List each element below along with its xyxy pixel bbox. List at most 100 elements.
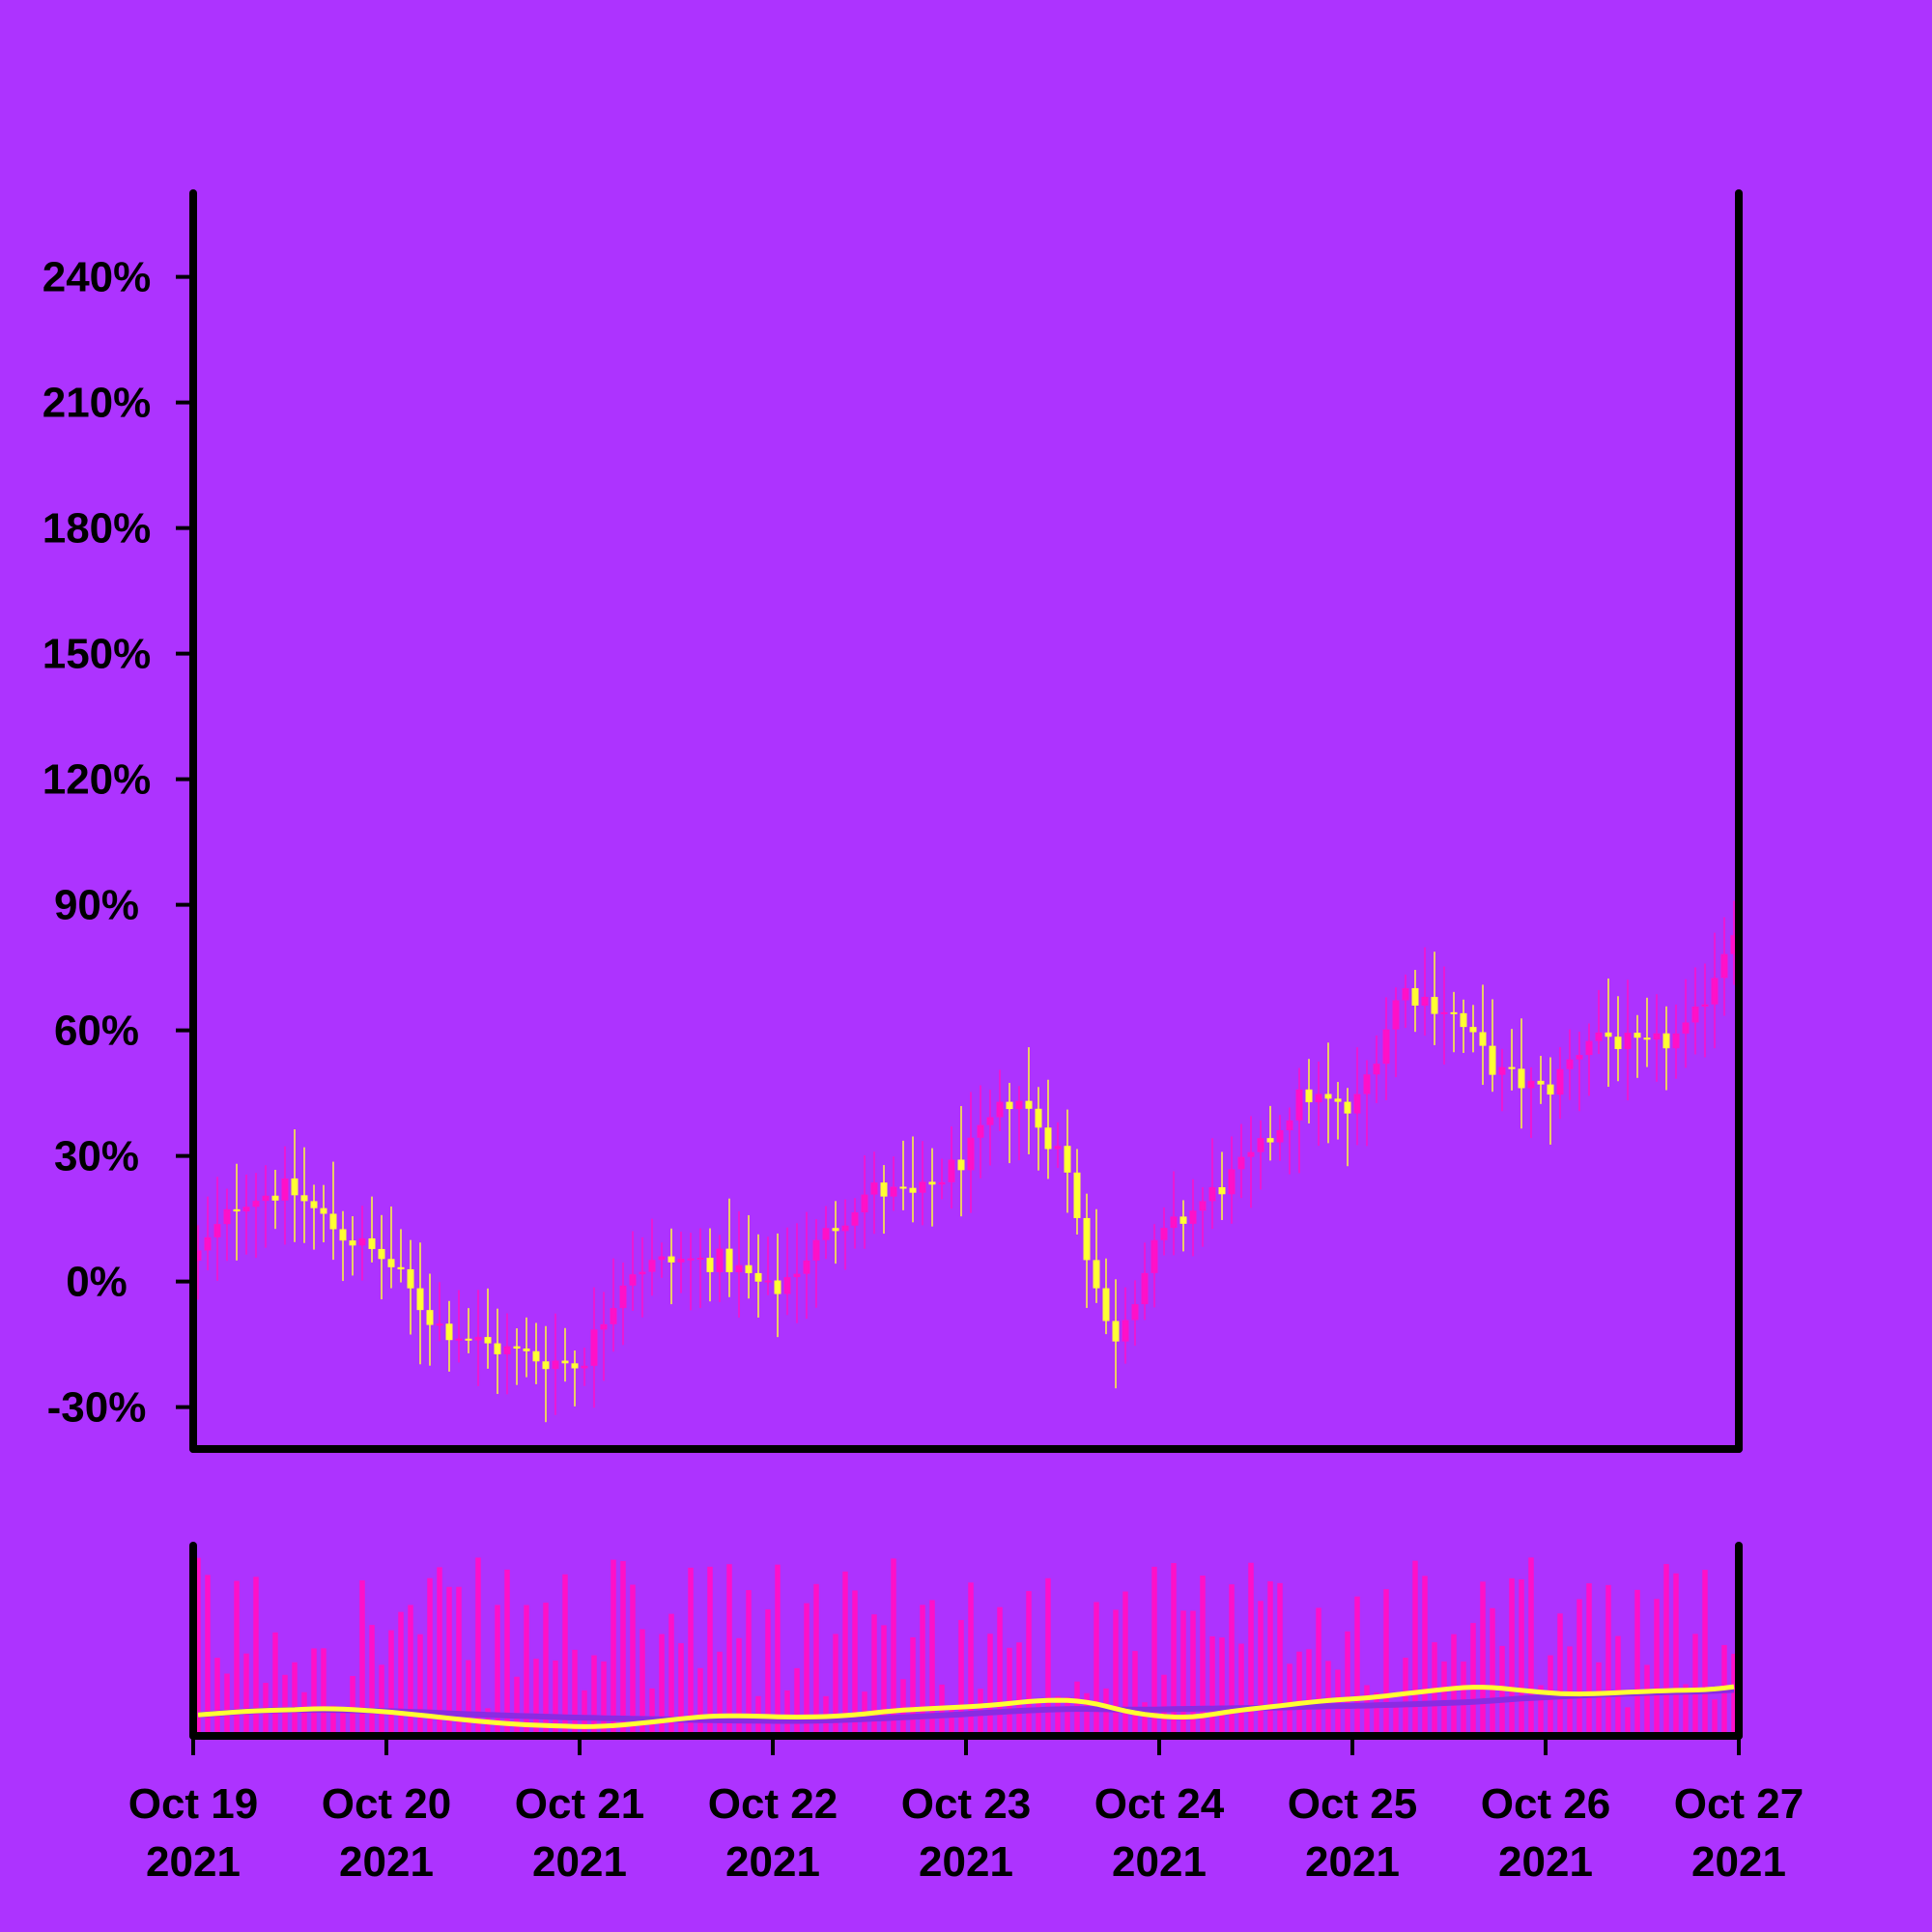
volume-bar [359,1579,365,1736]
candle-body [1363,1074,1371,1094]
candle-body [1566,1059,1574,1069]
candle-body [890,1186,897,1197]
candle-body [1199,1201,1207,1211]
candle-body [1073,1172,1081,1218]
candle-body [1508,1066,1516,1069]
volume-bar [243,1653,249,1736]
volume-ma-fast-line [197,1684,1735,1729]
candle-body [1189,1210,1197,1224]
candle-body [1006,1101,1013,1110]
candle-body [1295,1089,1303,1121]
volume-bar [649,1688,655,1736]
volume-bar [543,1603,549,1736]
volume-bar [1441,1661,1447,1736]
volume-bar [292,1662,298,1736]
candle-body [233,1208,241,1212]
candle-body [368,1237,376,1249]
candle-body [783,1277,791,1294]
volume-bar [1113,1609,1119,1736]
volume-bar [1383,1589,1389,1736]
volume-bar [668,1613,674,1736]
volume-bar [1538,1685,1544,1736]
candle-body [1730,935,1738,954]
candle-body [358,1237,366,1246]
candle-body [339,1229,347,1241]
candle-body [1392,1000,1400,1030]
candle-body [271,1195,279,1201]
volume-bar [533,1659,539,1736]
candle-body [909,1187,917,1193]
volume-bar [1712,1699,1718,1736]
candle-body [349,1240,356,1246]
candle-body [668,1256,675,1263]
candle-body [716,1248,724,1272]
volume-bar [340,1708,346,1736]
volume-bar [659,1634,665,1736]
candle-body [1614,1037,1622,1050]
candle-body [1518,1068,1525,1089]
volume-bar [1393,1706,1399,1736]
volume-bar [794,1667,800,1736]
volume-bar [1065,1696,1070,1736]
volume-bar [495,1605,500,1736]
candle-body [1141,1272,1149,1305]
candle-body [1701,1004,1709,1008]
candle-body [1208,1186,1216,1202]
x-tick-label-year: 2021 [1498,1838,1593,1886]
x-tick-label-year: 2021 [1112,1838,1207,1886]
candle-body [262,1195,270,1202]
candle-body [1276,1130,1284,1143]
candle-body [600,1323,608,1330]
candle-body [1585,1040,1593,1056]
candle-body [1411,987,1419,1007]
volume-bar [746,1590,752,1736]
volume-bar [1151,1566,1157,1736]
candle-body [629,1274,637,1286]
volume-bar [813,1583,819,1736]
candle-body [812,1239,820,1261]
volume-bar [1238,1643,1244,1736]
candle-body [1044,1127,1052,1150]
volume-bar [524,1605,529,1736]
volume-bar [1142,1702,1148,1736]
volume-bar [1451,1634,1457,1736]
volume-bar [775,1564,781,1736]
volume-bar [1634,1589,1640,1736]
candle-body [706,1258,714,1272]
candle-body [484,1337,492,1344]
volume-bar [446,1586,452,1736]
candle-body [851,1212,859,1226]
volume-bar [553,1660,558,1736]
volume-bar [1306,1649,1312,1736]
volume-bar [1296,1651,1302,1736]
x-tick-label-year: 2021 [1305,1838,1400,1886]
y-tick-label: 240% [43,254,152,301]
volume-bar [1490,1607,1495,1736]
volume-bar [253,1577,259,1736]
volume-bar [1596,1662,1602,1736]
volume-bar [1354,1596,1360,1736]
candle-body [320,1208,327,1214]
candle-body [397,1266,405,1269]
volume-bar [1016,1642,1022,1736]
candle-body [194,1250,202,1261]
candle-body [1170,1216,1178,1229]
candle-body [1151,1239,1158,1273]
volume-bar [630,1584,636,1736]
volume-bar [1287,1663,1293,1736]
volume-bar [591,1655,597,1736]
volume-bar [417,1634,423,1736]
volume-bar [1045,1577,1051,1736]
volume-bar [1374,1692,1379,1736]
candle-body [1450,1011,1458,1014]
x-tick-label-date: Oct 22 [708,1780,838,1828]
volume-bar [997,1606,1003,1736]
candle-body [590,1329,598,1366]
volume-bar [272,1632,278,1736]
candle-body [774,1280,781,1294]
volume-bar [1267,1580,1273,1736]
y-tick-label: 90% [54,882,139,929]
volume-bar [1557,1613,1563,1736]
candle-body [1382,1029,1390,1065]
